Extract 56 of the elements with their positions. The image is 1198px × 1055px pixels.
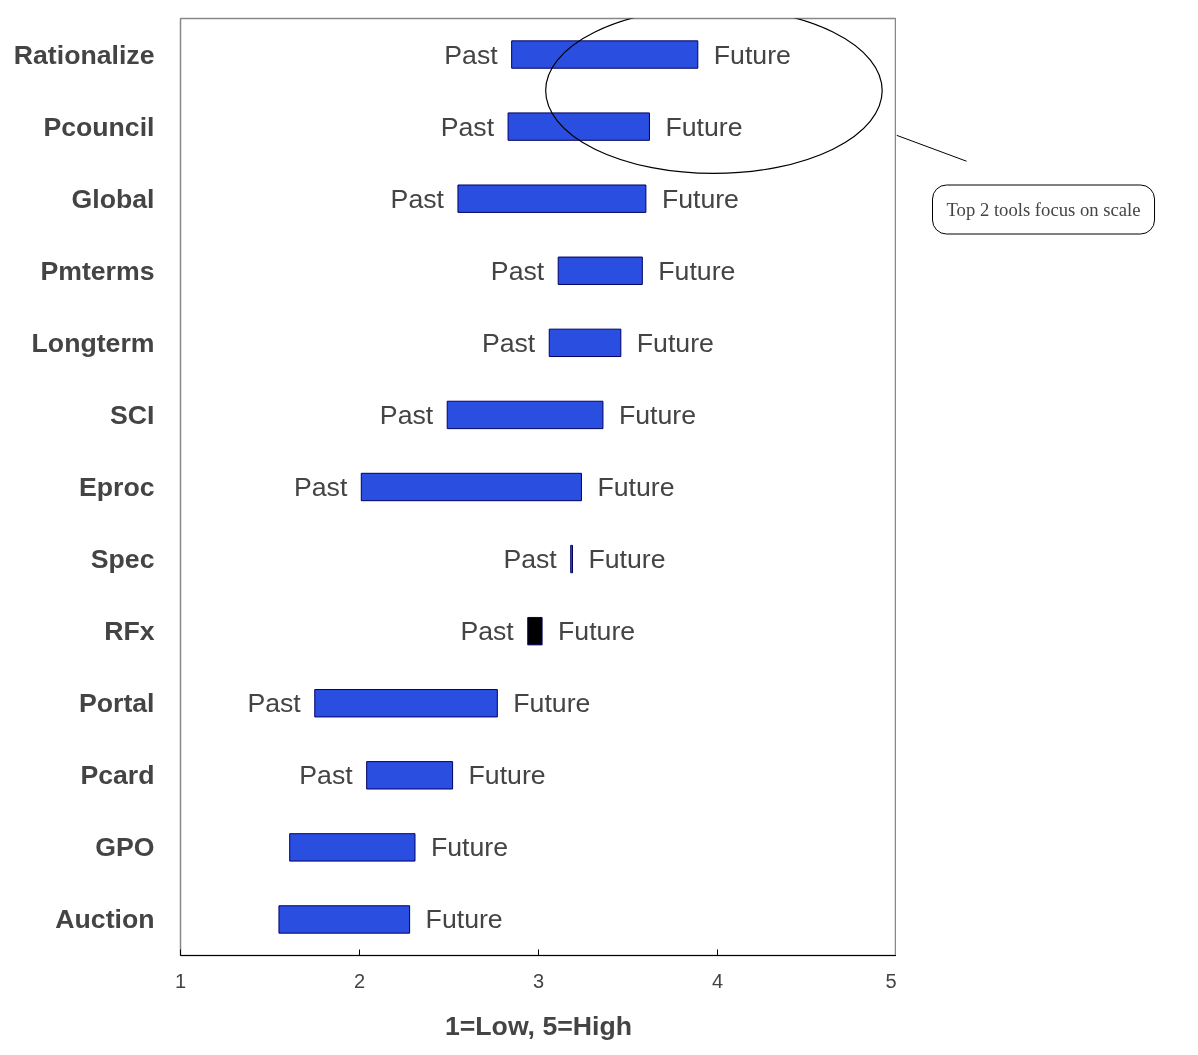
x-tick-label: 1 xyxy=(174,969,187,992)
bar xyxy=(507,112,650,141)
y-tick-label: Rationalize xyxy=(13,39,155,70)
x-tick-label: 5 xyxy=(885,969,897,992)
bar xyxy=(314,689,498,718)
annotation: Future xyxy=(661,183,739,214)
y-tick-label: GPO xyxy=(95,832,155,863)
bar xyxy=(511,40,699,69)
bar xyxy=(457,184,647,213)
annotation: Past xyxy=(379,399,434,430)
annotation: Past xyxy=(390,183,445,214)
annotation: Past xyxy=(481,327,536,358)
annotation: Past xyxy=(503,544,558,575)
annotation: Past xyxy=(299,760,354,791)
bar xyxy=(527,616,543,646)
annotation: Past xyxy=(247,688,302,719)
bar xyxy=(548,328,622,358)
annotation: Past xyxy=(293,472,348,502)
annotation: Future xyxy=(425,904,503,935)
annotation: Past xyxy=(490,255,545,286)
x-tick-label: 2 xyxy=(353,969,366,992)
bar xyxy=(446,400,604,430)
annotation: Future xyxy=(430,832,509,863)
annotation: Future xyxy=(513,688,591,719)
bar xyxy=(278,905,411,934)
annotation: Future xyxy=(658,255,736,286)
annotation: Future xyxy=(588,544,666,575)
y-tick-label: Auction xyxy=(55,904,155,935)
annotation: Future xyxy=(558,616,636,647)
x-tick-label: 3 xyxy=(532,969,545,992)
y-tick-label: Pmterms xyxy=(40,255,155,286)
bar xyxy=(557,256,643,285)
annotation: Future xyxy=(597,472,675,502)
x-tick-label: 4 xyxy=(711,969,724,992)
y-tick-label: Longterm xyxy=(31,327,155,358)
annotation: Future xyxy=(665,111,743,142)
annotation: Future xyxy=(468,760,546,791)
y-tick-label: Spec xyxy=(90,544,155,575)
x-axis-title: 1=Low, 5=High xyxy=(444,1010,633,1041)
annotation: Past xyxy=(440,111,495,142)
y-tick-label: Pcouncil xyxy=(43,111,155,142)
bar xyxy=(289,833,416,862)
annotation: Past xyxy=(444,39,499,70)
annotation: Future xyxy=(713,39,791,70)
text: Top 2 tools focus on scale xyxy=(946,199,1141,220)
y-tick-label: SCI xyxy=(110,399,155,430)
y-tick-label: RFx xyxy=(104,616,155,647)
bar xyxy=(360,472,582,502)
annotation: Past xyxy=(460,616,515,647)
y-tick-label: Portal xyxy=(78,688,155,719)
y-tick-label: Global xyxy=(71,183,155,214)
y-tick-label: Pcard xyxy=(80,760,155,791)
y-tick-label: Eproc xyxy=(78,472,155,502)
bar xyxy=(366,761,454,790)
annotation: Future xyxy=(618,399,696,430)
annotation: Future xyxy=(636,327,714,358)
